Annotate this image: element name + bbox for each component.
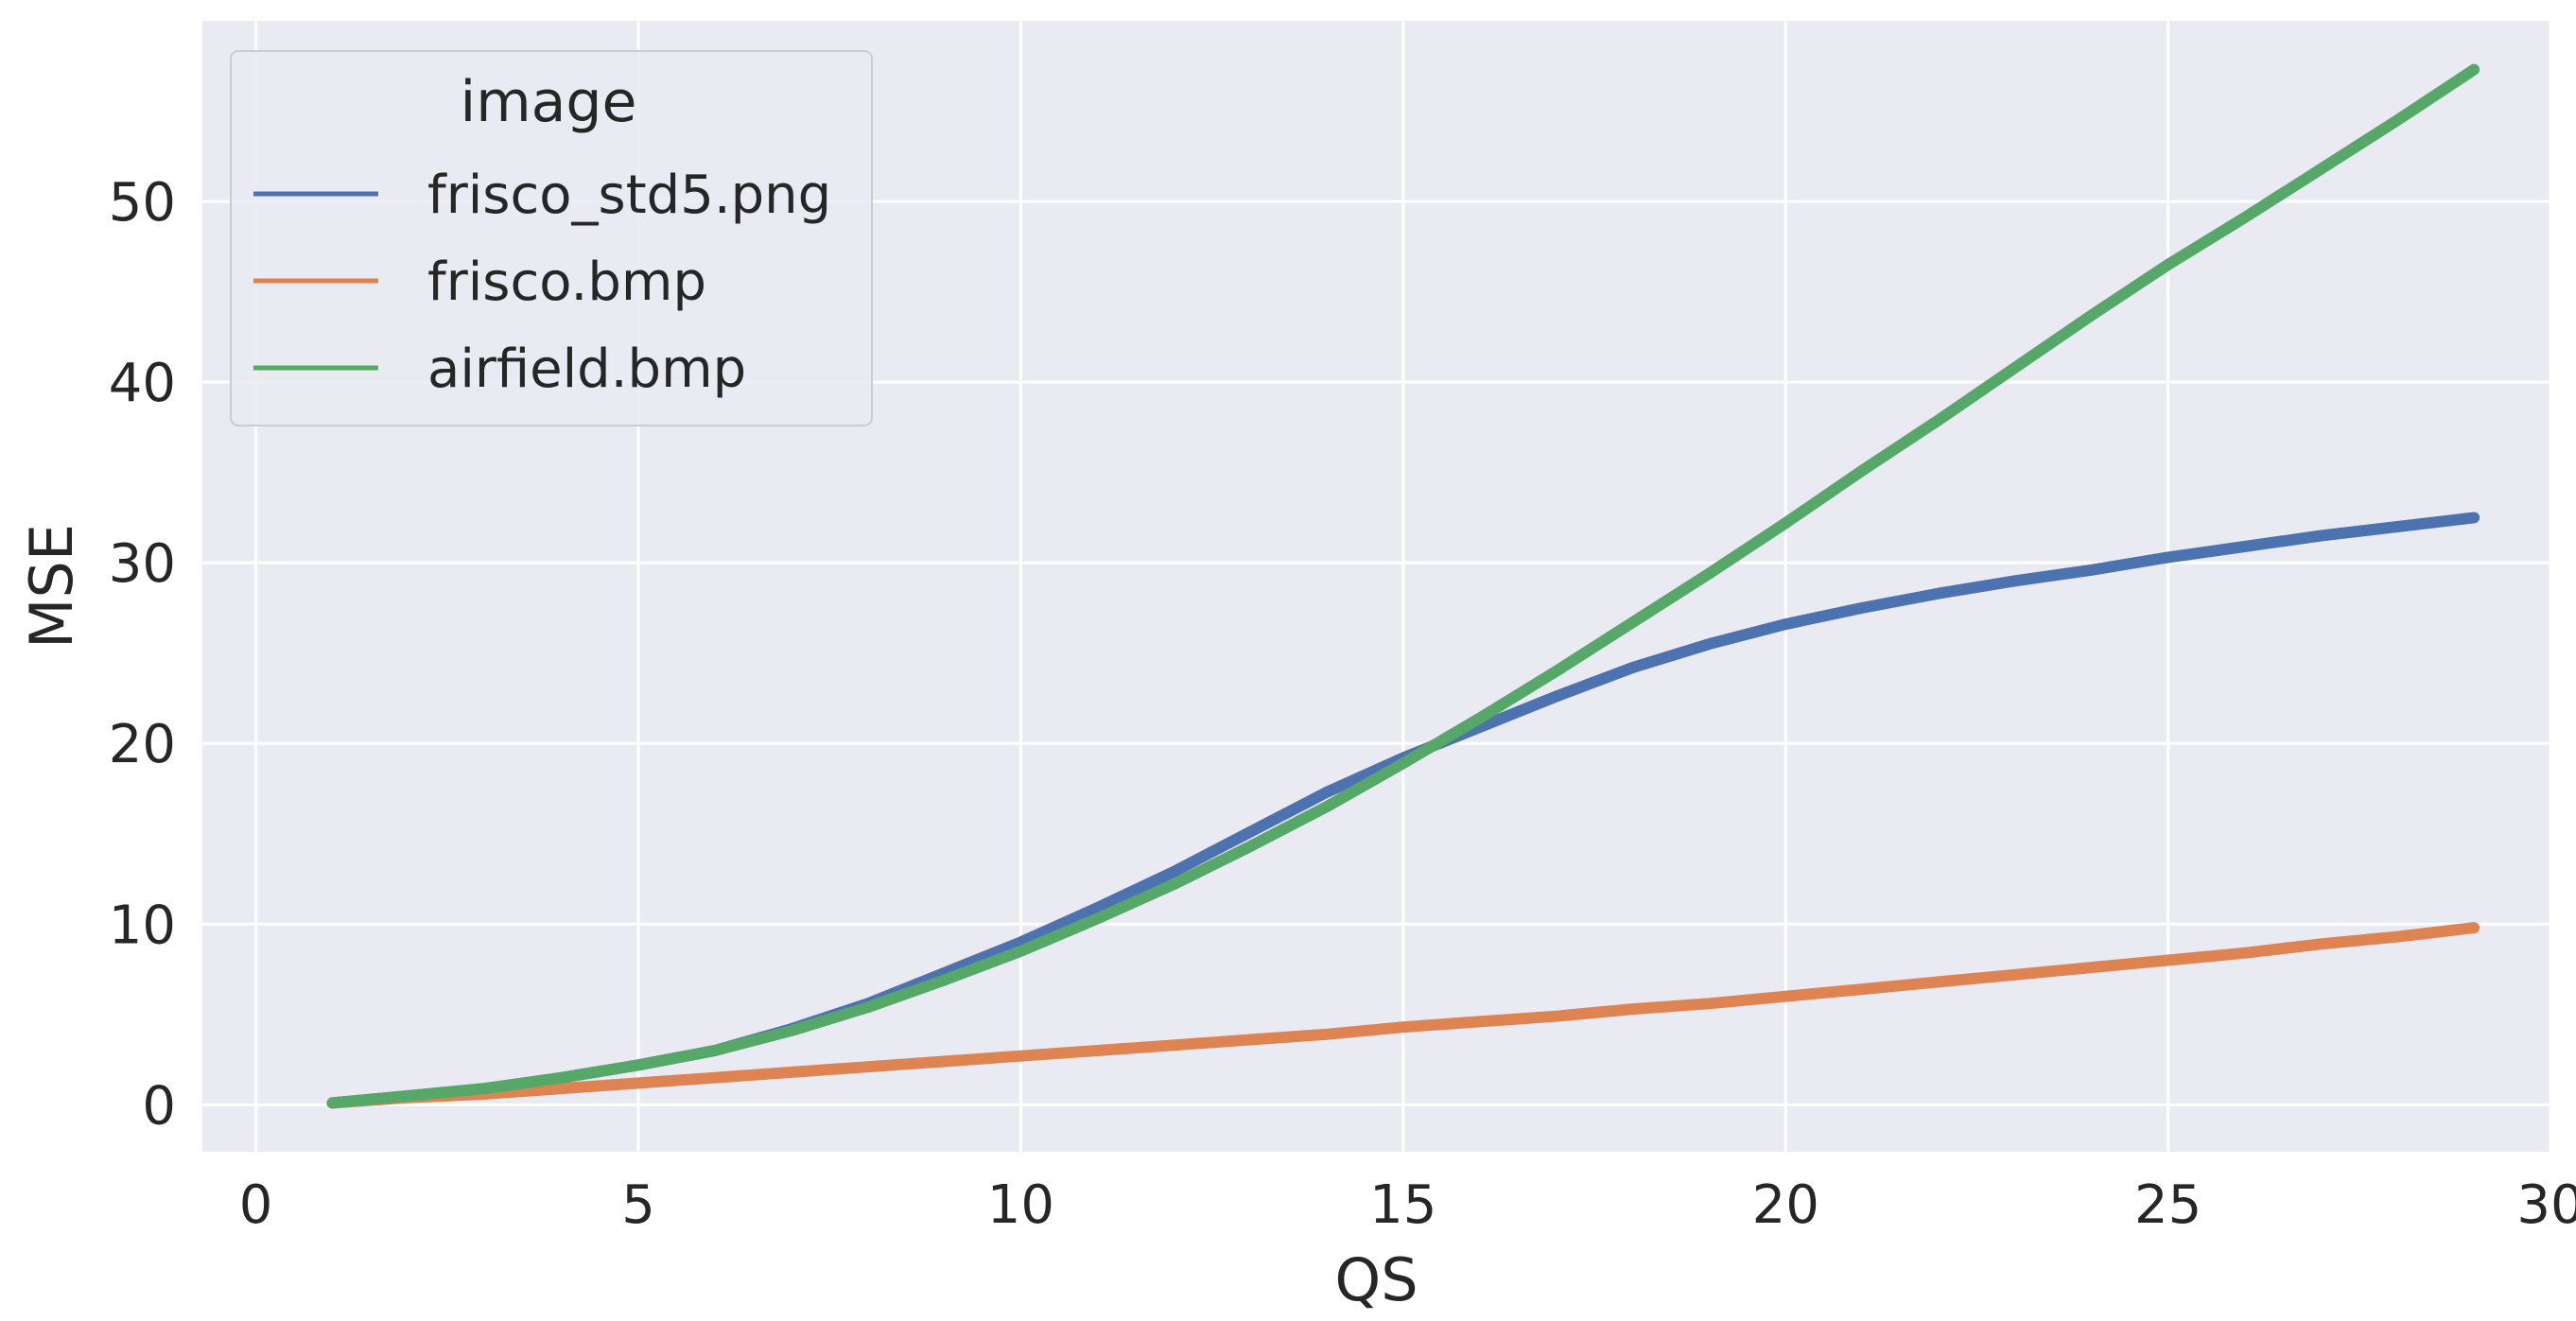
- y-tick-label: 40: [109, 353, 176, 414]
- y-tick-label: 10: [109, 895, 176, 956]
- series-line: [326, 922, 2480, 1109]
- legend-box: [230, 50, 873, 426]
- legend-label: airfield.bmp: [427, 339, 746, 400]
- y-axis-label: MSE: [17, 524, 86, 649]
- y-tick-label: 50: [109, 172, 176, 234]
- legend-label: frisco.bmp: [427, 252, 706, 313]
- y-tick-label: 20: [109, 714, 176, 775]
- legend: image frisco_std5.png frisco.bmp airfield.…: [230, 50, 873, 426]
- legend-items: frisco_std5.png frisco.bmp airfield.bmp: [253, 165, 831, 400]
- x-axis-label: QS: [1334, 1245, 1418, 1314]
- x-tick-label: 5: [621, 1174, 655, 1236]
- series-line: [326, 63, 2480, 1109]
- y-tick-label: 30: [109, 533, 176, 595]
- y-tick-labels: 0 10 20 30 40 50: [109, 172, 176, 1137]
- y-tick-label: 0: [142, 1075, 176, 1137]
- x-tick-label: 30: [2516, 1174, 2576, 1236]
- x-tick-label: 25: [2134, 1174, 2202, 1236]
- series-lines: [326, 63, 2480, 1109]
- x-tick-label: 0: [239, 1174, 273, 1236]
- x-tick-label: 20: [1752, 1174, 1819, 1236]
- x-tick-label: 10: [987, 1174, 1054, 1236]
- legend-label: frisco_std5.png: [427, 165, 831, 226]
- legend-title: image: [461, 69, 637, 135]
- x-tick-label: 15: [1369, 1174, 1436, 1236]
- x-tick-labels: 0 5 10 15 20 25 30: [239, 1174, 2576, 1236]
